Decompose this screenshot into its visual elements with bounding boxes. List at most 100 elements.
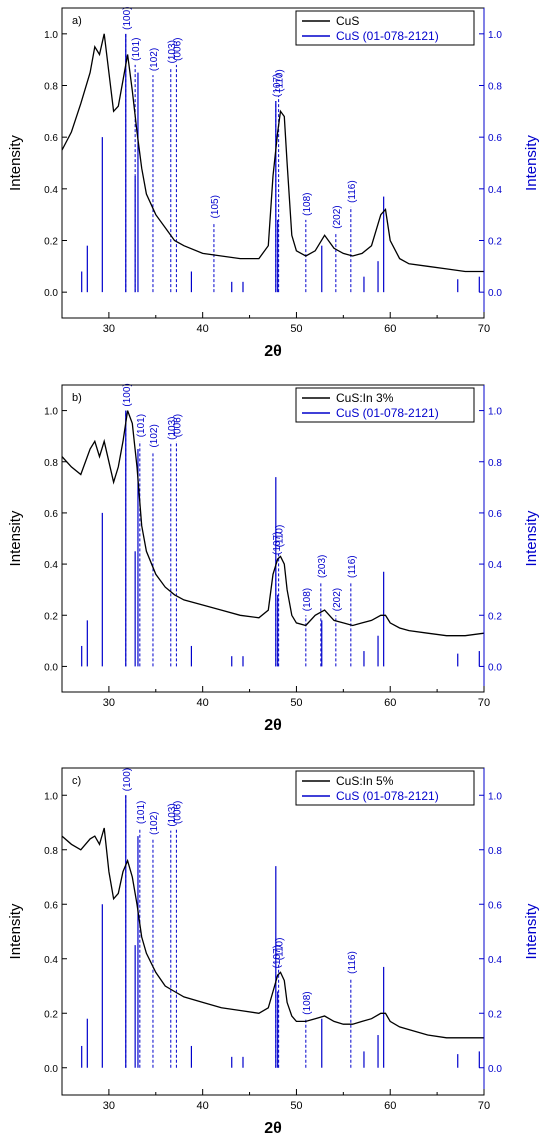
x-tick-label: 40	[197, 1100, 209, 1112]
peak-label: (102)	[149, 811, 160, 834]
x-tick-label: 50	[290, 323, 302, 335]
x-tick-label: 40	[197, 323, 209, 335]
x-tick-label: 40	[197, 697, 209, 709]
peak-label: (202)	[332, 588, 343, 611]
y-axis-title: Intensity	[7, 510, 24, 566]
peak-label: (006)	[172, 414, 183, 437]
y2-axis-title: Intensity	[523, 510, 540, 566]
peak-label: (102)	[149, 48, 160, 71]
y2-tick-label: 0.6	[488, 900, 502, 911]
y2-tick-label: 0.0	[488, 662, 502, 673]
peak-label: (100)	[122, 383, 133, 406]
peak-label: (203)	[317, 555, 328, 578]
y-tick-label: 0.8	[44, 846, 58, 857]
peak-annotations: (100)(101) (102) (103)(006) (107)(110) (108)…	[122, 383, 358, 667]
y2-tick-label: 0.4	[488, 185, 502, 196]
x-axis-title: 2θ	[264, 1120, 282, 1137]
y2-tick-label: 1.0	[488, 30, 502, 41]
peak-label: (107)	[272, 74, 283, 97]
y2-axis-title: Intensity	[523, 903, 540, 959]
y-tick-label: 0.4	[44, 955, 58, 966]
legend-box	[295, 10, 475, 46]
legend-box	[295, 387, 475, 423]
peak-label: (101)	[136, 801, 147, 824]
x-tick-label: 50	[290, 697, 302, 709]
y2-tick-label: 0.8	[488, 846, 502, 857]
x-tick-label: 70	[478, 323, 490, 335]
y-axis-title: Intensity	[7, 903, 24, 959]
x-tick-label: 60	[384, 1100, 396, 1112]
peak-label: (108)	[302, 991, 313, 1014]
peak-label: (105)	[210, 195, 221, 218]
peak-label: (100)	[122, 6, 133, 29]
x-tick-label: 70	[478, 1100, 490, 1112]
legend-label-reference: CuS (01-078-2121)	[336, 406, 439, 420]
x-tick-label: 30	[103, 697, 115, 709]
peak-label: (101)	[136, 414, 147, 437]
panel-label: a)	[72, 15, 82, 27]
panel-label: b)	[72, 392, 82, 404]
y-tick-label: 0.6	[44, 133, 58, 144]
peak-label: (100)	[122, 768, 133, 791]
y2-tick-label: 0.2	[488, 237, 502, 248]
y-tick-label: 0.2	[44, 611, 58, 622]
y2-tick-label: 0.8	[488, 82, 502, 93]
legend-label-reference: CuS (01-078-2121)	[336, 789, 439, 803]
peak-label: (006)	[172, 801, 183, 824]
legend-label-reference: CuS (01-078-2121)	[336, 29, 439, 43]
measured-pattern-line	[62, 827, 484, 1039]
y2-tick-label: 1.0	[488, 791, 502, 802]
y-tick-label: 1.0	[44, 407, 58, 418]
legend-label-measured: CuS	[336, 14, 359, 28]
y2-tick-label: 0.6	[488, 133, 502, 144]
x-tick-label: 70	[478, 697, 490, 709]
y-tick-label: 1.0	[44, 791, 58, 802]
peak-label: (108)	[302, 588, 313, 611]
peak-label: (103)	[167, 40, 178, 63]
x-tick-label: 60	[384, 697, 396, 709]
peak-label: (103)	[167, 803, 178, 826]
legend-label-measured: CuS:In 3%	[336, 391, 394, 405]
peak-annotations: (100)(101) (102) (103)(006) (107)(110) (108)…	[122, 768, 358, 1068]
panel-label: c)	[72, 775, 81, 787]
x-axis-title: 2θ	[264, 343, 282, 360]
peak-label: (116)	[347, 951, 358, 974]
chart-panel-3: (100)(101) (102) (103)(006) (107)(110) (108)…	[7, 767, 540, 1137]
y2-tick-label: 0.2	[488, 611, 502, 622]
peak-label: (110)	[275, 938, 286, 961]
peak-label: (110)	[275, 69, 286, 92]
y-tick-label: 0.0	[44, 1064, 58, 1075]
peak-label: (202)	[332, 205, 343, 228]
y-tick-label: 0.6	[44, 509, 58, 520]
y2-tick-label: 0.4	[488, 560, 502, 571]
y-tick-label: 0.2	[44, 237, 58, 248]
legend-label-measured: CuS:In 5%	[336, 774, 394, 788]
peak-label: (108)	[302, 192, 313, 215]
y-tick-label: 0.4	[44, 560, 58, 571]
peak-label: (103)	[167, 416, 178, 439]
y2-axis-title: Intensity	[523, 135, 540, 191]
legend-box	[295, 770, 475, 806]
y-tick-label: 1.0	[44, 30, 58, 41]
x-axis-title: 2θ	[264, 717, 282, 734]
measured-pattern-line	[62, 410, 484, 637]
y2-tick-label: 0.0	[488, 1064, 502, 1075]
x-tick-label: 60	[384, 323, 396, 335]
peak-label: (116)	[347, 180, 358, 203]
peak-label: (116)	[347, 555, 358, 578]
y-tick-label: 0.6	[44, 900, 58, 911]
y2-tick-label: 1.0	[488, 407, 502, 418]
peak-label: (006)	[172, 37, 183, 60]
peak-label: (110)	[275, 525, 286, 548]
x-tick-label: 30	[103, 1100, 115, 1112]
y-axis-title: Intensity	[7, 135, 24, 191]
y-tick-label: 0.8	[44, 458, 58, 469]
x-tick-label: 30	[103, 323, 115, 335]
chart-panel-1: (100) (101) (102) (103)(006) (105) (107)(110)…	[7, 6, 540, 360]
peak-label: (102)	[149, 424, 160, 447]
y2-tick-label: 0.6	[488, 509, 502, 520]
chart-panel-2: (100)(101) (102) (103)(006) (107)(110) (108)…	[7, 383, 540, 734]
peak-annotations: (100) (101) (102) (103)(006) (105) (107)(110)…	[122, 6, 358, 293]
y-tick-label: 0.2	[44, 1009, 58, 1020]
